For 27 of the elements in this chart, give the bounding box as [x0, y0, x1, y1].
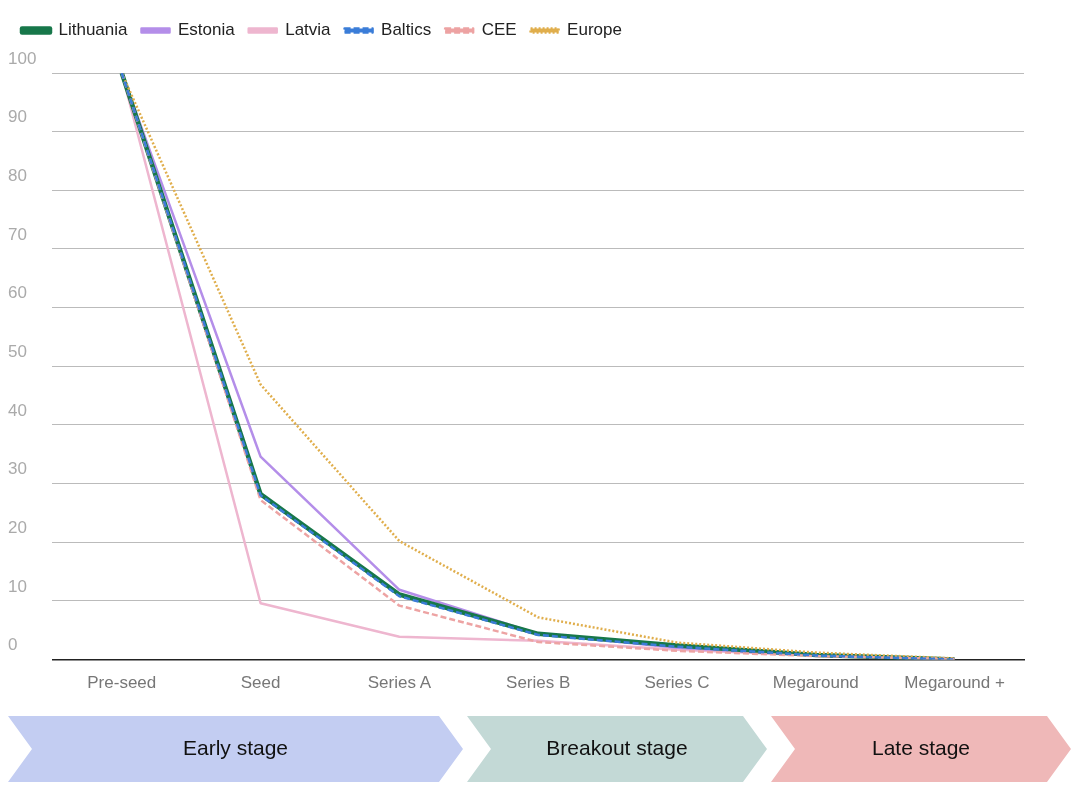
y-tick-label: 60 [8, 283, 27, 303]
text: Breakout stage [545, 736, 689, 760]
legend-label: Latvia [285, 20, 332, 40]
x-tick-label: Megaround + [904, 673, 1005, 693]
x-tick-label: Seed [240, 673, 281, 693]
y-tick-label: 100 [8, 48, 37, 68]
y-tick-label: 10 [8, 576, 27, 596]
legend-label: CEE [481, 20, 517, 40]
y-tick-label: 80 [8, 166, 27, 186]
x-tick-label: Pre-seed [87, 673, 157, 693]
y-tick-label: 90 [8, 107, 27, 127]
y-tick-label: 0 [8, 635, 18, 655]
legend-label: Baltics [381, 20, 432, 40]
y-tick-label: 50 [8, 341, 27, 361]
text: Late stage [870, 736, 972, 760]
text: Early stage [181, 736, 290, 760]
y-tick-label: 70 [8, 224, 27, 244]
legend-label: Estonia [178, 20, 236, 40]
y-tick-label: 40 [8, 400, 27, 420]
x-tick-label: Series B [506, 673, 571, 693]
legend-label: Europe [567, 20, 622, 40]
y-tick-label: 20 [8, 517, 27, 537]
x-tick-label: Series C [644, 673, 710, 693]
x-tick-label: Megaround [772, 673, 859, 693]
x-tick-label: Series A [367, 673, 432, 693]
legend-label: Lithuania [58, 20, 129, 40]
y-tick-label: 30 [8, 459, 27, 479]
